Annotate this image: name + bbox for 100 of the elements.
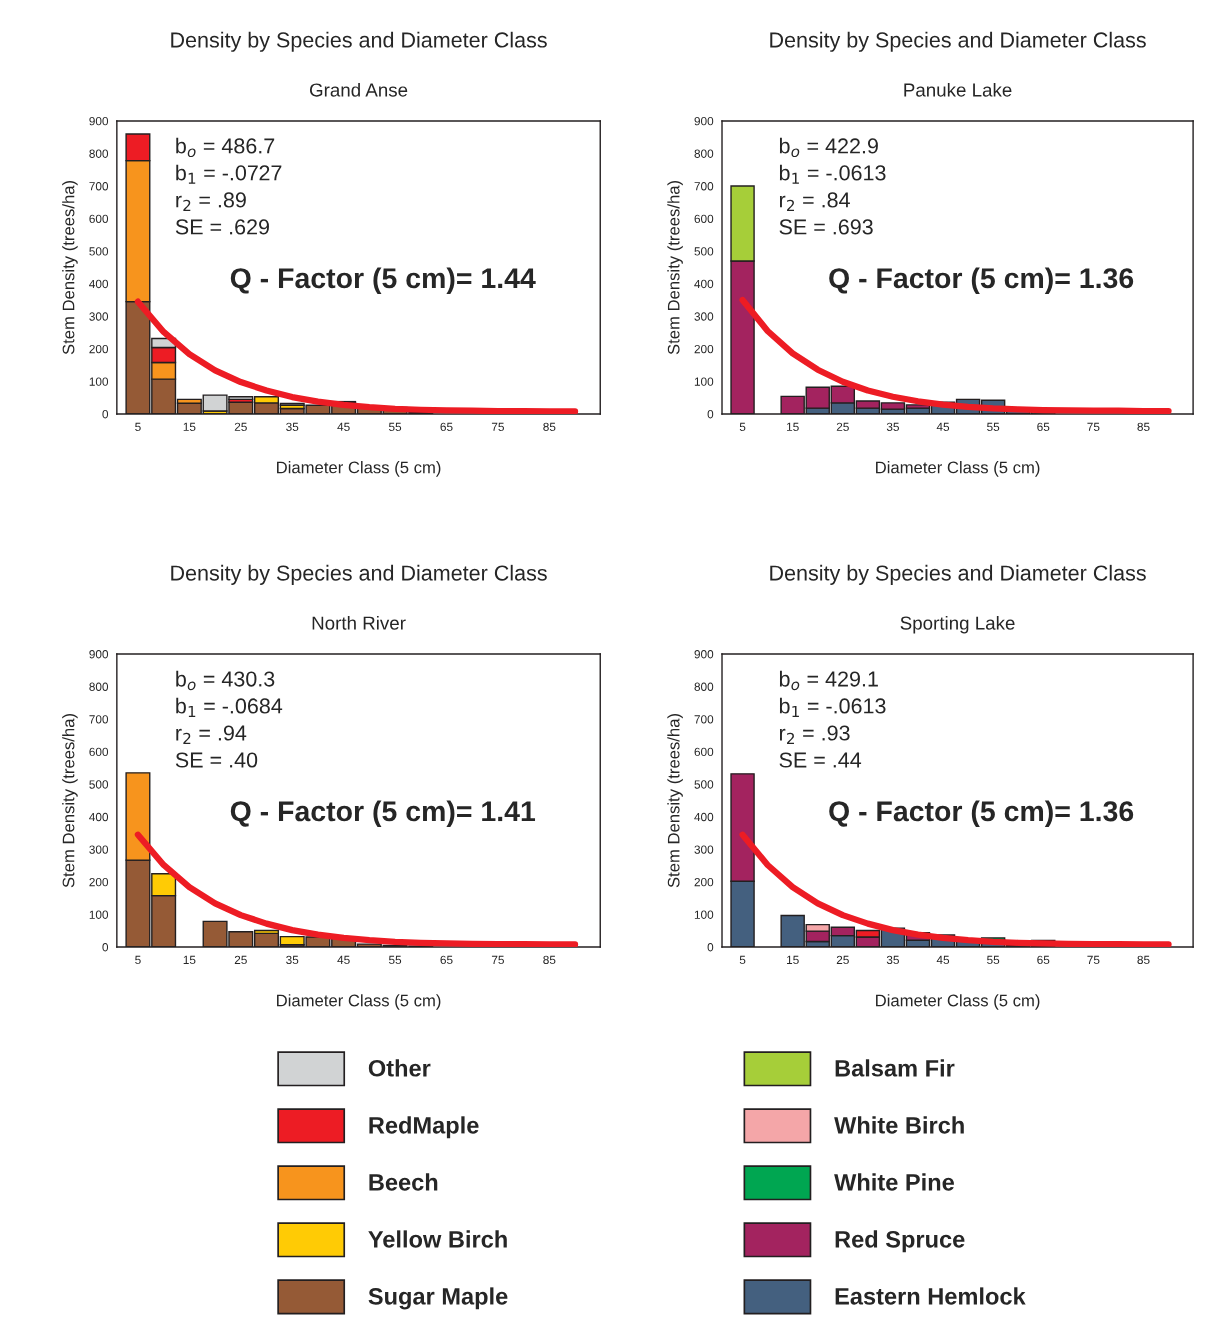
y-tick-label: 700 bbox=[89, 715, 109, 724]
x-tick-label: 75 bbox=[1087, 955, 1100, 965]
annotation: r$_{2}$ = .89 bbox=[176, 192, 246, 211]
y-tick-label: 400 bbox=[694, 812, 714, 822]
chart-subtitle: Panuke Lake bbox=[904, 82, 1012, 97]
y-tick-label: 800 bbox=[89, 149, 109, 158]
x-tick-label: 35 bbox=[286, 422, 299, 431]
x-tick-label: 85 bbox=[543, 422, 556, 431]
annotation: b$_{1}$ = -.0684 bbox=[176, 697, 283, 717]
x-axis-title: Diameter Class (5 cm) bbox=[277, 461, 441, 477]
x-tick-label: 45 bbox=[936, 955, 950, 965]
chart-title: Density by Species and Diameter Class bbox=[171, 564, 547, 585]
chart-subtitle: Sporting Lake bbox=[900, 615, 1015, 634]
chart-title: Density by Species and Diameter Class bbox=[770, 564, 1146, 585]
y-tick-label: 600 bbox=[694, 747, 714, 757]
legend-label: RedMaple bbox=[369, 1116, 479, 1139]
x-tick-label: 25 bbox=[234, 422, 247, 431]
x-tick-label: 25 bbox=[836, 422, 849, 431]
annotation: b$_{o}$ = 422.9 bbox=[779, 137, 878, 158]
y-tick-label: 100 bbox=[694, 377, 714, 386]
y-tick-label: 200 bbox=[89, 344, 109, 354]
legend-label: Eastern Hemlock bbox=[835, 1287, 1026, 1305]
x-tick-label: 55 bbox=[388, 422, 402, 431]
annotation: Q - Factor (5 cm)= 1.41 bbox=[230, 800, 536, 827]
y-tick-label: 100 bbox=[89, 910, 109, 919]
x-tick-label: 5 bbox=[739, 422, 746, 431]
y-tick-label: 300 bbox=[89, 312, 109, 321]
y-tick-label: 900 bbox=[694, 650, 714, 659]
annotation: SE = .693 bbox=[779, 219, 873, 235]
x-tick-label: 15 bbox=[787, 955, 799, 965]
y-tick-label: 500 bbox=[89, 247, 109, 256]
y-tick-label: 500 bbox=[694, 247, 714, 256]
legend-label: Red Spruce bbox=[835, 1230, 965, 1253]
y-tick-label: 300 bbox=[694, 845, 714, 854]
y-tick-label: 600 bbox=[694, 214, 714, 224]
y-tick-label: 500 bbox=[89, 780, 109, 789]
annotation: r$_{2}$ = .94 bbox=[176, 725, 247, 744]
x-tick-label: 45 bbox=[936, 422, 950, 431]
x-tick-label: 55 bbox=[987, 955, 1000, 965]
y-tick-label: 700 bbox=[89, 182, 109, 191]
annotation: Q - Factor (5 cm)= 1.36 bbox=[829, 800, 1134, 827]
x-tick-label: 65 bbox=[440, 955, 453, 965]
x-axis-title: Diameter Class (5 cm) bbox=[876, 461, 1040, 477]
x-tick-label: 45 bbox=[337, 955, 350, 965]
y-tick-label: 800 bbox=[89, 682, 109, 691]
annotation: b$_{o}$ = 430.3 bbox=[176, 670, 275, 691]
x-tick-label: 25 bbox=[836, 955, 849, 965]
annotation: SE = .629 bbox=[175, 219, 269, 235]
x-axis-title: Diameter Class (5 cm) bbox=[277, 994, 441, 1010]
legend-label: Beech bbox=[369, 1173, 438, 1191]
annotation: r$_{2}$ = .93 bbox=[779, 725, 850, 744]
y-tick-label: 600 bbox=[89, 214, 109, 224]
y-tick-label: 200 bbox=[694, 877, 714, 887]
legend-label: Yellow Birch bbox=[368, 1230, 507, 1248]
y-tick-label: 900 bbox=[89, 650, 109, 659]
x-tick-label: 75 bbox=[491, 422, 504, 431]
annotation: b$_{o}$ = 486.7 bbox=[176, 137, 275, 158]
annotation: b$_{1}$ = -.0613 bbox=[779, 697, 886, 717]
x-tick-label: 25 bbox=[234, 955, 247, 965]
annotation: b$_{o}$ = 429.1 bbox=[779, 670, 878, 691]
x-tick-label: 75 bbox=[1087, 422, 1100, 431]
y-tick-label: 900 bbox=[694, 116, 714, 126]
y-tick-label: 900 bbox=[89, 116, 109, 126]
annotation: b$_{1}$ = -.0613 bbox=[779, 164, 886, 184]
y-tick-label: 700 bbox=[694, 182, 714, 191]
chart-title: Density by Species and Diameter Class bbox=[171, 31, 547, 52]
y-tick-label: 0 bbox=[102, 410, 109, 419]
y-tick-label: 0 bbox=[707, 943, 714, 952]
chart-subtitle: Grand Anse bbox=[309, 82, 408, 97]
legend-label: Sugar Maple bbox=[368, 1287, 508, 1310]
y-tick-label: 100 bbox=[694, 910, 714, 919]
y-tick-label: 500 bbox=[694, 780, 714, 789]
y-axis-title: Stem Density (trees/ha) bbox=[667, 714, 683, 888]
y-tick-label: 300 bbox=[694, 312, 714, 321]
legend-label: Balsam Fir bbox=[835, 1059, 955, 1077]
x-tick-label: 55 bbox=[388, 955, 402, 965]
y-tick-label: 800 bbox=[694, 682, 714, 691]
y-tick-label: 400 bbox=[89, 279, 109, 289]
x-tick-label: 75 bbox=[491, 955, 504, 965]
legend-label: White Pine bbox=[834, 1173, 954, 1191]
legend-label: Other bbox=[368, 1059, 431, 1077]
annotation: b$_{1}$ = -.0727 bbox=[176, 164, 282, 184]
y-tick-label: 100 bbox=[89, 377, 109, 386]
y-tick-label: 0 bbox=[102, 943, 109, 952]
y-tick-label: 600 bbox=[89, 747, 109, 757]
x-tick-label: 15 bbox=[183, 955, 196, 965]
y-axis-title: Stem Density (trees/ha) bbox=[62, 180, 78, 355]
x-tick-label: 35 bbox=[886, 955, 899, 965]
x-tick-label: 65 bbox=[1037, 955, 1050, 965]
y-tick-label: 700 bbox=[694, 715, 714, 724]
legend-label: White Birch bbox=[834, 1116, 964, 1134]
x-tick-label: 85 bbox=[543, 955, 556, 965]
x-tick-label: 85 bbox=[1137, 422, 1150, 431]
annotation: r$_{2}$ = .84 bbox=[779, 192, 850, 211]
y-axis-title: Stem Density (trees/ha) bbox=[667, 180, 683, 355]
y-tick-label: 400 bbox=[694, 279, 714, 289]
x-tick-label: 45 bbox=[337, 422, 350, 431]
annotation: SE = .40 bbox=[175, 752, 258, 768]
chart-subtitle: North River bbox=[312, 615, 406, 630]
annotation: Q - Factor (5 cm)= 1.36 bbox=[829, 267, 1134, 294]
